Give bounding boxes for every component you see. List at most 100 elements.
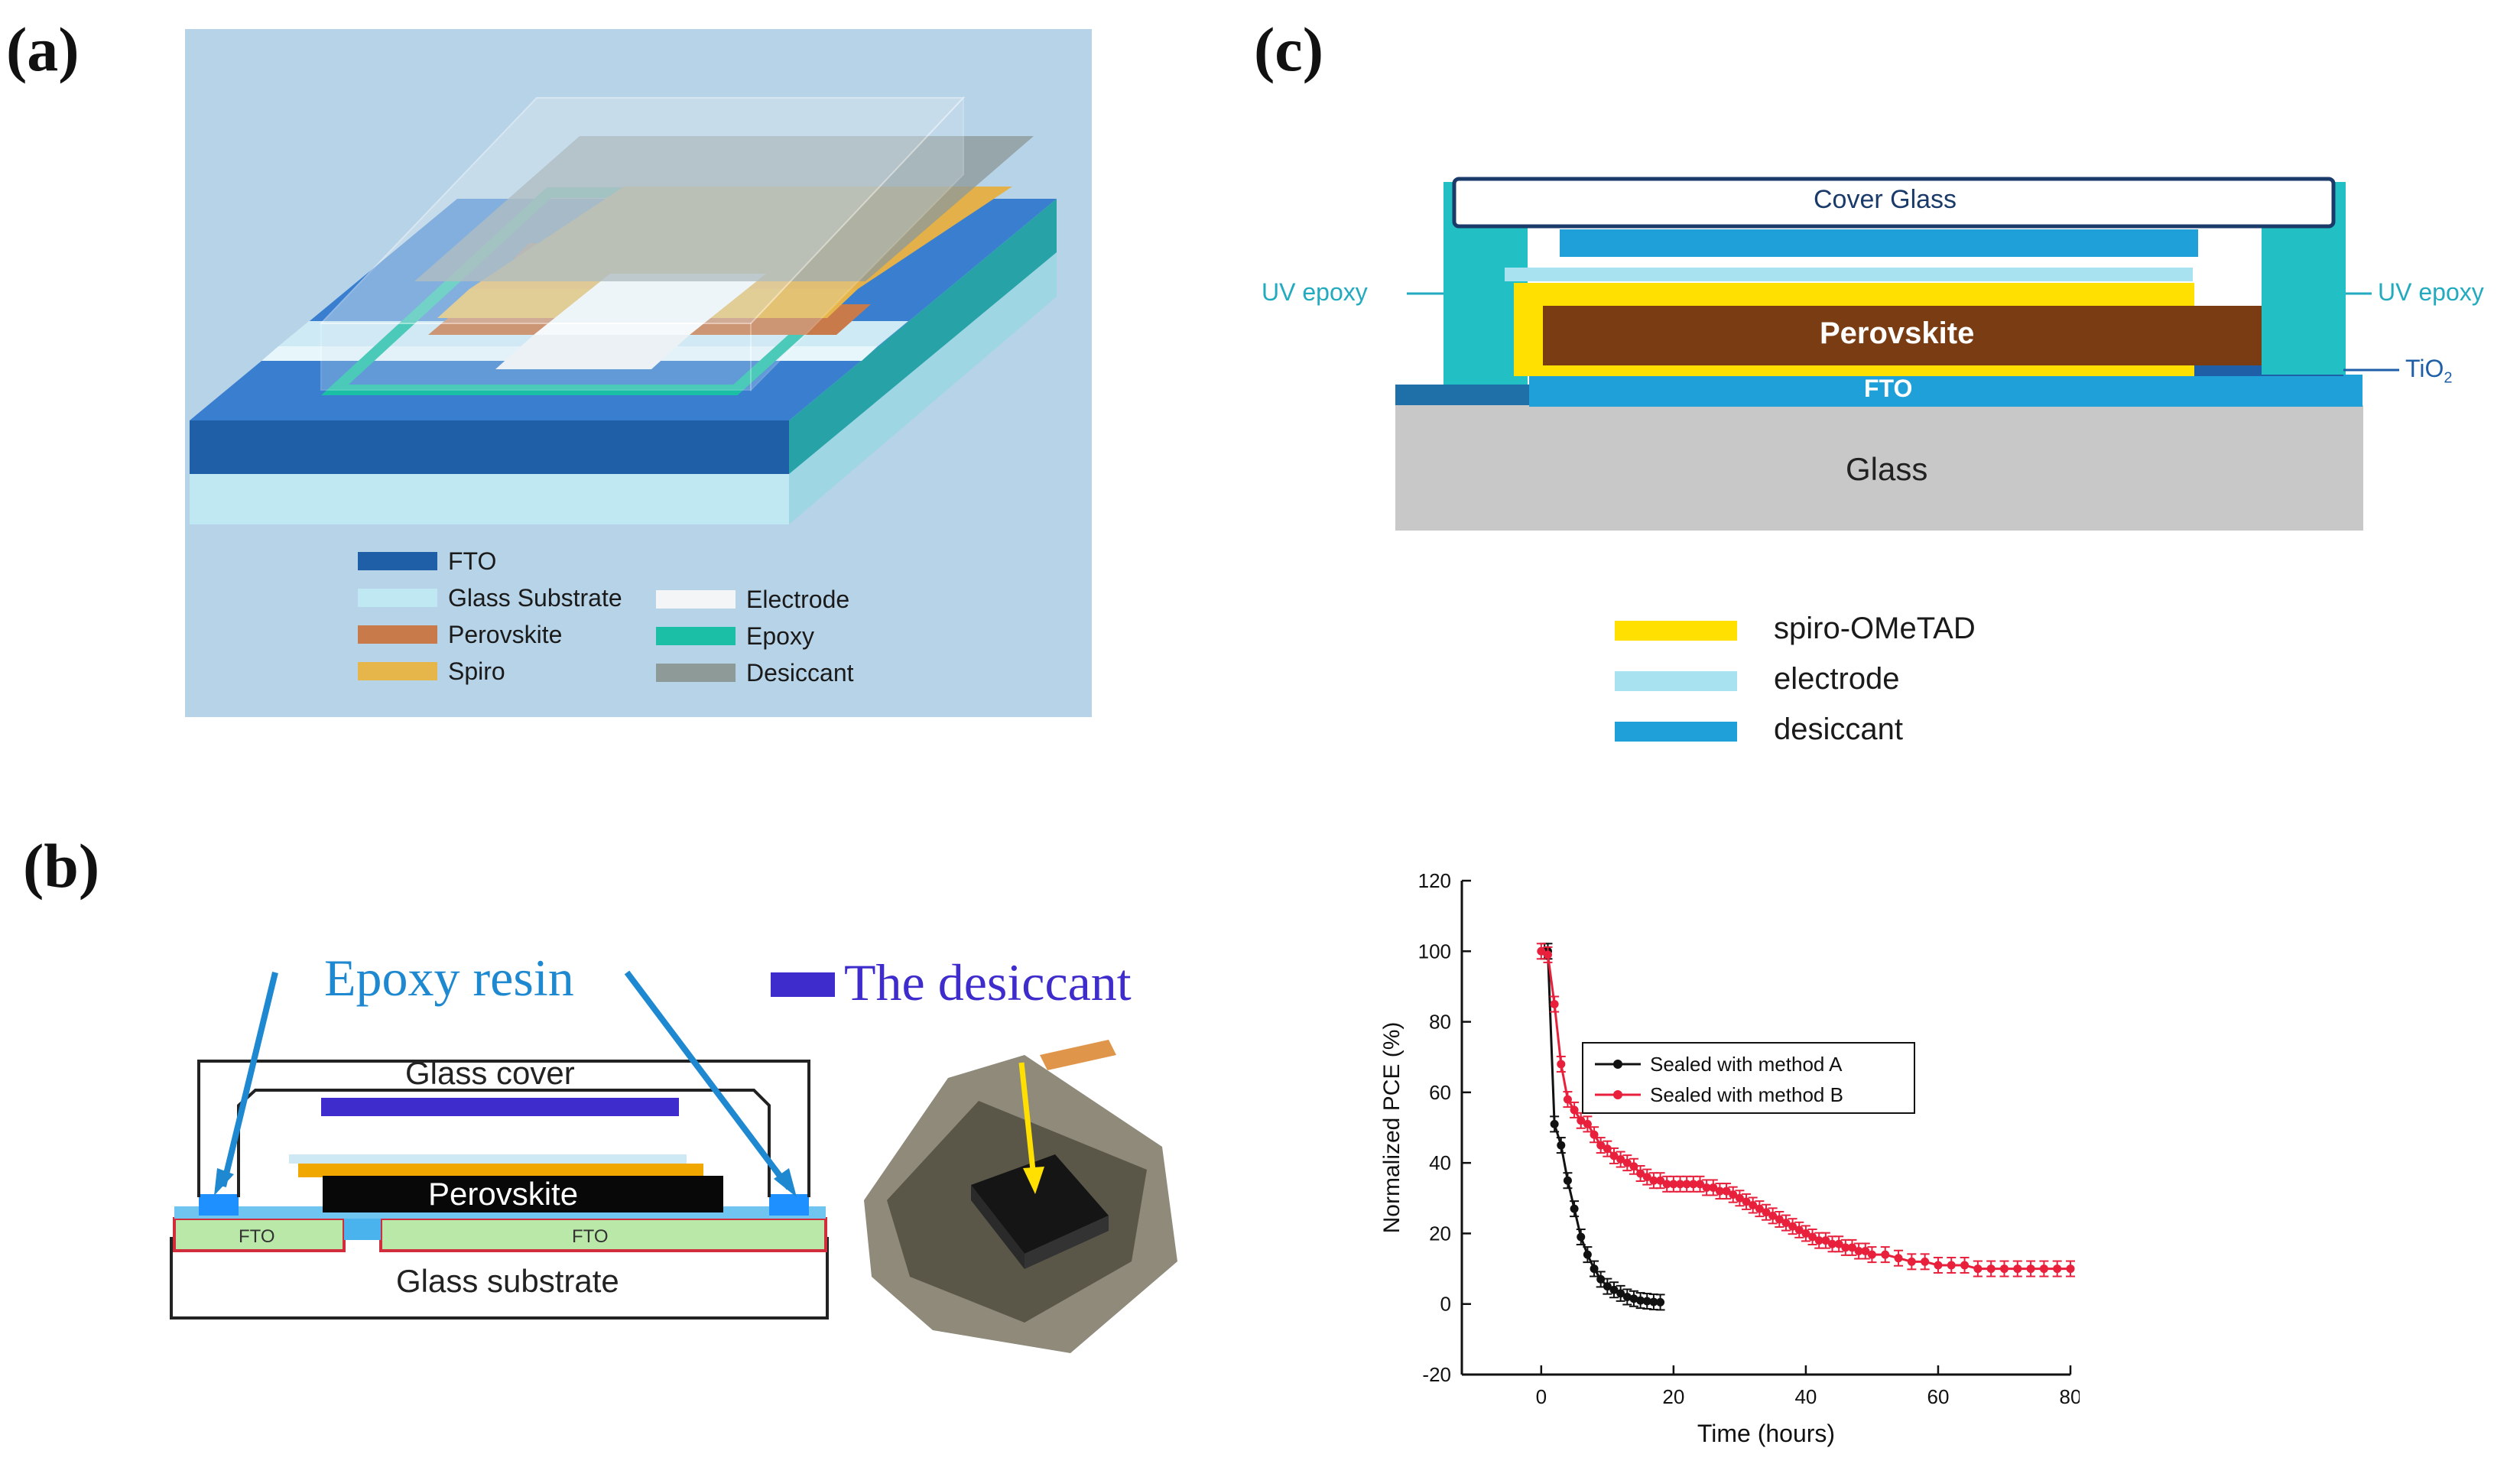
- desiccant-layer: [1560, 229, 2198, 257]
- data-point: [1669, 1180, 1678, 1189]
- data-point: [1762, 1208, 1771, 1217]
- data-point: [1847, 1243, 1856, 1252]
- legend-swatch-electrode: [656, 590, 736, 609]
- data-point: [1801, 1229, 1810, 1238]
- cover-glass-label: Cover Glass: [1814, 185, 1957, 214]
- data-point: [1596, 1141, 1606, 1150]
- data-point: [1636, 1169, 1645, 1178]
- glass-layer: [1395, 405, 2363, 531]
- epoxy-arrowhead-left: [214, 1168, 234, 1196]
- panel-c-cross-section: [1395, 177, 2399, 531]
- perovskite-layer-b: [323, 1176, 723, 1212]
- fto-right-side: [789, 199, 1057, 474]
- data-point: [1577, 1116, 1586, 1125]
- data-point: [1629, 1294, 1638, 1303]
- tio2-main: TiO: [2405, 355, 2444, 382]
- perovskite-label: Perovskite: [1820, 316, 1975, 350]
- glass-cover-label: Glass cover: [405, 1055, 575, 1091]
- data-point: [2066, 1264, 2075, 1274]
- data-point: [1570, 1204, 1579, 1213]
- data-point: [1656, 1297, 1665, 1307]
- data-point: [2013, 1264, 2022, 1274]
- legend-label-perovskite: Perovskite: [448, 621, 563, 648]
- data-point: [1629, 1162, 1638, 1171]
- data-point: [1808, 1232, 1817, 1242]
- data-point: [1642, 1297, 1651, 1306]
- y-tick-label: -20: [1422, 1363, 1451, 1386]
- epoxy-post-right: [769, 1194, 809, 1216]
- data-point: [1735, 1193, 1744, 1203]
- data-point: [1729, 1190, 1738, 1199]
- data-point: [1960, 1261, 1970, 1270]
- data-point: [1550, 1119, 1559, 1128]
- data-point: [2026, 1264, 2035, 1274]
- data-point: [1563, 1176, 1572, 1185]
- data-point: [1616, 1289, 1625, 1298]
- photo-orange-tab: [1040, 1040, 1116, 1070]
- legend-marker-method-a: [1613, 1060, 1622, 1069]
- pce-line-chart: -20 0 20 40 60 80 100 120 0 20 40 60 80 Time (hours) N…: [1379, 869, 2081, 1447]
- data-point: [1921, 1257, 1930, 1266]
- x-tick-label: 20: [1662, 1385, 1684, 1408]
- data-point: [1715, 1186, 1724, 1196]
- y-tick-label: 20: [1429, 1222, 1451, 1245]
- tio2-label: TiO2: [2405, 355, 2452, 387]
- data-point: [1662, 1180, 1671, 1189]
- glass-cover-outer: [197, 1060, 810, 1197]
- data-point: [1755, 1204, 1764, 1213]
- data-point: [1622, 1158, 1632, 1167]
- data-point: [1596, 1274, 1606, 1284]
- panel-a: FTO Glass Substrate Perovskite Spiro Ele…: [185, 29, 1092, 717]
- data-point: [1973, 1264, 1983, 1274]
- data-point: [1828, 1239, 1837, 1248]
- data-point: [1794, 1225, 1804, 1235]
- data-point: [1881, 1250, 1890, 1259]
- data-point: [1583, 1250, 1592, 1259]
- photo-device-side-right: [1025, 1216, 1109, 1269]
- data-point: [1570, 1105, 1579, 1115]
- data-point: [1577, 1232, 1586, 1242]
- data-point: [1590, 1130, 1599, 1139]
- data-point: [1749, 1201, 1758, 1210]
- panel-label-c: (c): [1254, 15, 1324, 84]
- epoxy-resin-label: Epoxy resin: [324, 949, 574, 1007]
- data-point: [1775, 1215, 1784, 1224]
- epoxy-post-left: [199, 1194, 239, 1216]
- panel-chart: -20 0 20 40 60 80 100 120 0 20 40 60 80 Time (hours) N…: [1346, 856, 2081, 1460]
- data-point: [1861, 1247, 1870, 1255]
- legend-swatch-desiccant: [1615, 722, 1737, 742]
- fto-layer: [1529, 375, 2362, 407]
- data-point: [1986, 1264, 1996, 1274]
- data-point: [1563, 1095, 1572, 1104]
- y-tick-label: 60: [1429, 1081, 1451, 1104]
- data-point: [1841, 1243, 1850, 1252]
- data-point: [1622, 1292, 1632, 1301]
- x-tick-label: 80: [2060, 1385, 2080, 1408]
- data-point: [1543, 950, 1552, 959]
- data-point: [1821, 1236, 1830, 1245]
- data-point: [1934, 1261, 1943, 1270]
- panel-c: Cover Glass UV epoxy UV epoxy Perovskite…: [1254, 76, 2520, 810]
- legend-label-desiccant: Desiccant: [746, 659, 854, 687]
- legend-label-electrode: electrode: [1774, 662, 1900, 696]
- sealed-device-photo: [864, 1040, 1177, 1353]
- uv-epoxy-left-label: UV epoxy: [1262, 278, 1368, 306]
- data-point: [1590, 1264, 1599, 1274]
- data-point: [1999, 1264, 2009, 1274]
- legend-swatch-glass-substrate: [358, 589, 437, 607]
- data-point: [1695, 1180, 1704, 1189]
- panel-b: Glass cover Perovskite FTO FTO Glass sub…: [153, 933, 1223, 1391]
- legend-swatch-electrode: [1615, 671, 1737, 691]
- x-axis-label: Time (hours): [1697, 1420, 1835, 1447]
- panel-a-device-illustration: [190, 96, 1057, 524]
- legend-swatch-spiro: [358, 662, 437, 680]
- panel-label-b: (b): [23, 831, 100, 901]
- glass-substrate-front: [190, 472, 789, 524]
- legend-label-desiccant: desiccant: [1774, 713, 1903, 746]
- data-point: [1557, 1141, 1566, 1150]
- data-point: [2053, 1264, 2062, 1274]
- y-tick-label: 120: [1418, 869, 1451, 892]
- y-tick-label: 80: [1429, 1011, 1451, 1034]
- legend-label-spiro: Spiro: [448, 657, 505, 685]
- y-tick-label: 100: [1418, 940, 1451, 962]
